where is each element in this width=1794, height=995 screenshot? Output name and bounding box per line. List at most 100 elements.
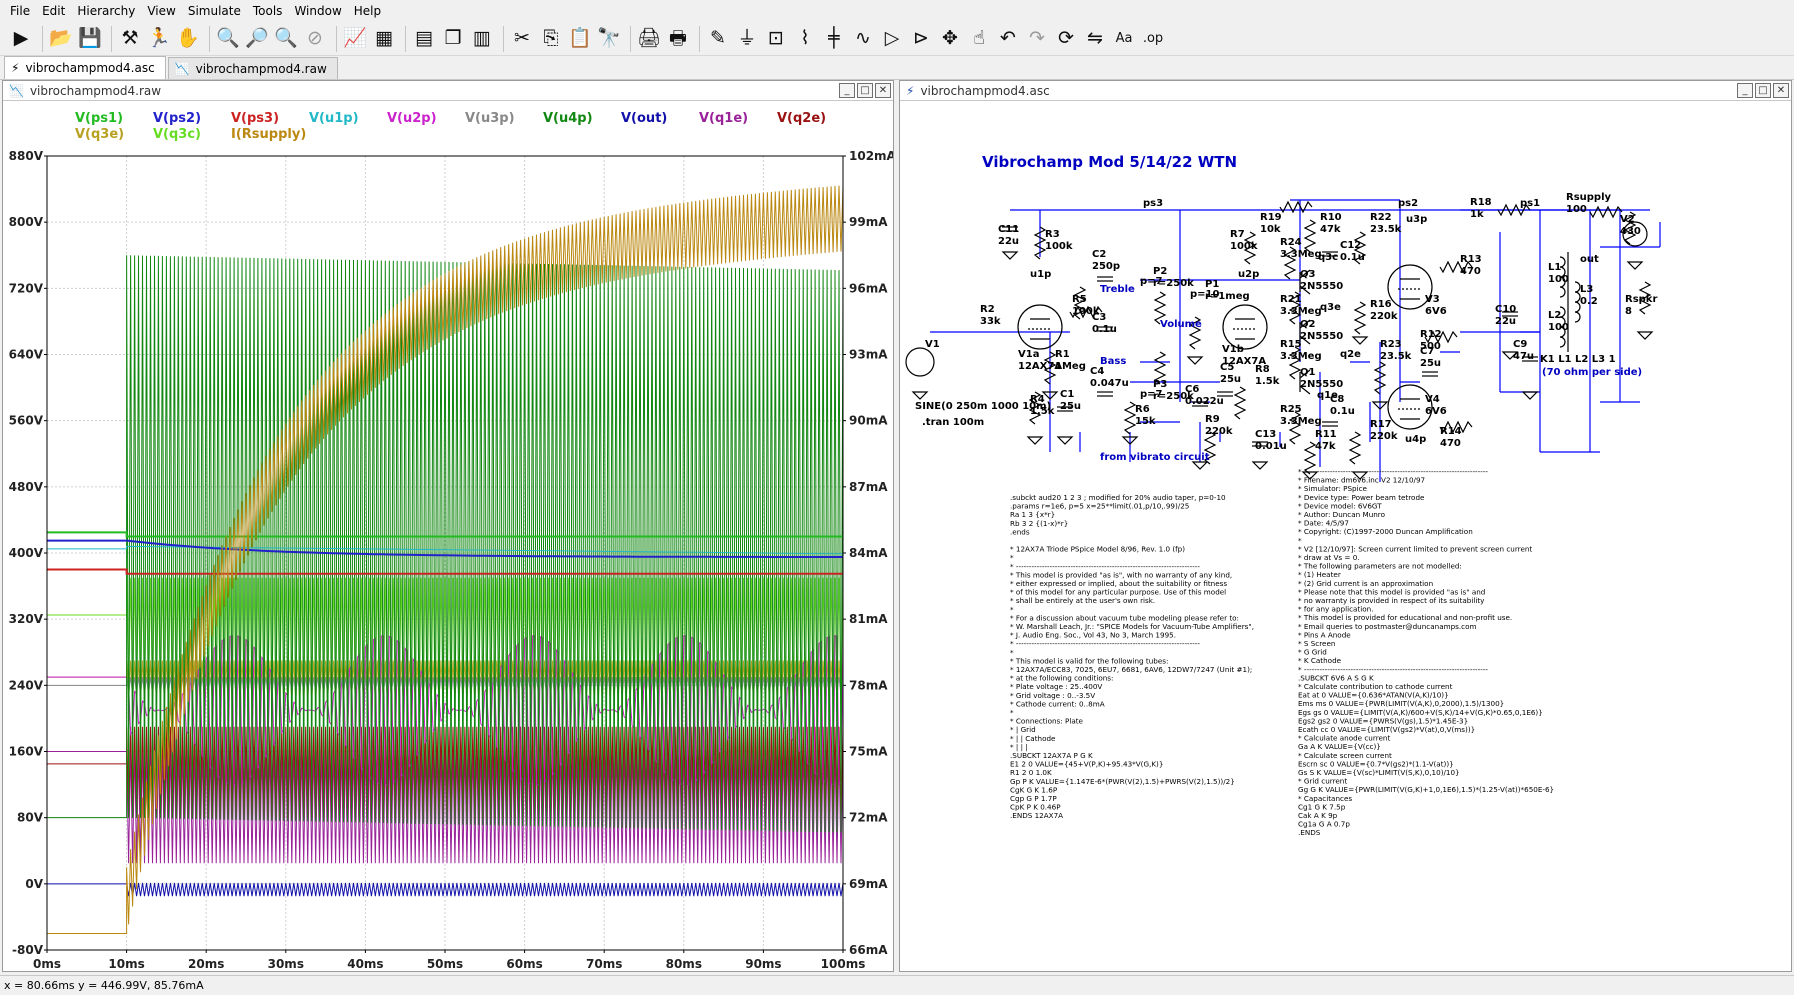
label-button[interactable]: ⊡ bbox=[763, 25, 789, 53]
spice-model-line: * bbox=[1010, 648, 1014, 657]
minimize-button[interactable]: _ bbox=[839, 83, 855, 98]
paste-button[interactable]: 📋 bbox=[567, 25, 593, 53]
tube-envelope bbox=[1387, 384, 1433, 430]
control-label: Volume bbox=[1160, 319, 1202, 330]
y2-tick-label: 87mA bbox=[849, 480, 888, 494]
menu-file[interactable]: File bbox=[10, 4, 31, 18]
component-name: C6 bbox=[1185, 384, 1199, 395]
component-name: C3 bbox=[1092, 312, 1106, 323]
pan-button[interactable]: ✋ bbox=[175, 25, 201, 53]
grid-button[interactable]: ▦ bbox=[371, 25, 397, 53]
spice-model-line: * The following parameters are not model… bbox=[1298, 562, 1462, 571]
component-button[interactable]: ⊳ bbox=[908, 25, 934, 53]
component-name: Q1 bbox=[1300, 367, 1316, 378]
component-name: C1 bbox=[1060, 389, 1074, 400]
resistor-symbol bbox=[1233, 386, 1247, 420]
undo-button[interactable]: ↶ bbox=[995, 25, 1021, 53]
autorange-button[interactable]: 📈 bbox=[342, 25, 368, 53]
menu-help[interactable]: Help bbox=[353, 4, 382, 18]
mirror-button[interactable]: ⇋ bbox=[1082, 25, 1108, 53]
menu-hierarchy[interactable]: Hierarchy bbox=[77, 4, 136, 18]
control-panel-button[interactable]: ⚒ bbox=[117, 25, 143, 53]
tile-horizontal-button[interactable]: ▤ bbox=[411, 25, 437, 53]
cascade-button[interactable]: ❐ bbox=[440, 25, 466, 53]
text-button[interactable]: Aa bbox=[1111, 25, 1137, 53]
ground-button[interactable]: ⏚ bbox=[734, 25, 760, 53]
resistor-symbol bbox=[1243, 231, 1257, 265]
halt-button[interactable]: 🏃 bbox=[146, 25, 172, 53]
trace-label: V(u1p) bbox=[309, 111, 359, 126]
component-value: 3.3Meg bbox=[1280, 351, 1322, 362]
menu-simulate[interactable]: Simulate bbox=[187, 4, 241, 18]
x-tick-label: 20ms bbox=[188, 957, 224, 971]
y-tick-label: 80V bbox=[17, 811, 44, 825]
zoom-full-button[interactable]: 🔎 bbox=[244, 25, 270, 53]
zoom-out-button[interactable]: 🔍 bbox=[273, 25, 299, 53]
tab-waveform[interactable]: 📉 vibrochampmod4.raw bbox=[167, 57, 338, 79]
trace-q1e bbox=[47, 747, 844, 864]
control-label: Treble bbox=[1100, 284, 1135, 295]
y2-tick-label: 99mA bbox=[849, 215, 888, 229]
menu-tools[interactable]: Tools bbox=[252, 4, 283, 18]
menu-edit[interactable]: Edit bbox=[42, 4, 66, 18]
pot-position: p=10 bbox=[1190, 289, 1219, 300]
component-name: L2 bbox=[1548, 310, 1561, 321]
capacitor-button[interactable]: ╪ bbox=[821, 25, 847, 53]
ground-symbol bbox=[1351, 471, 1369, 480]
resistor-symbol bbox=[1623, 211, 1637, 245]
tile-vertical-button[interactable]: ▥ bbox=[469, 25, 495, 53]
spice-model-line: Cg1 G K 7.5p bbox=[1298, 802, 1346, 811]
spice-directive-button[interactable]: .op bbox=[1140, 25, 1166, 53]
resistor-symbol bbox=[1033, 226, 1047, 260]
schematic-window[interactable]: ⚡ vibrochampmod4.asc _ □ ✕ Vibrochamp Mo… bbox=[899, 80, 1792, 972]
component-name: R11 bbox=[1315, 429, 1337, 440]
inductor-button[interactable]: ∿ bbox=[850, 25, 876, 53]
open-button[interactable]: 📂 bbox=[48, 25, 74, 53]
maximize-button[interactable]: □ bbox=[857, 83, 873, 98]
print-setup-button[interactable]: 🖶 bbox=[665, 25, 691, 53]
close-button[interactable]: ✕ bbox=[1773, 83, 1789, 98]
find-button[interactable]: 🔭 bbox=[596, 25, 622, 53]
component-value: 25u bbox=[1420, 358, 1441, 369]
waveform-window[interactable]: 📉 vibrochampmod4.raw _ □ ✕ V(ps1) V(ps2) V… bbox=[2, 80, 894, 972]
diode-button[interactable]: ▷ bbox=[879, 25, 905, 53]
waveform-window-titlebar[interactable]: 📉 vibrochampmod4.raw _ □ ✕ bbox=[3, 81, 893, 101]
inductor-l1 bbox=[1559, 256, 1566, 298]
copy-button[interactable]: ⎘ bbox=[538, 25, 564, 53]
tab-schematic[interactable]: ⚡ vibrochampmod4.asc bbox=[4, 56, 166, 79]
trace-label: V(q3e) bbox=[75, 127, 124, 142]
zoom-in-button[interactable]: 🔍 bbox=[215, 25, 241, 53]
wire-button[interactable]: ✎ bbox=[705, 25, 731, 53]
move-button[interactable]: ✥ bbox=[937, 25, 963, 53]
spice-model-line: * 12AX7A Triode PSpice Model 8/96, Rev. … bbox=[1010, 545, 1185, 554]
close-button[interactable]: ✕ bbox=[875, 83, 891, 98]
zoom-out-icon: 🔍 bbox=[274, 27, 298, 49]
cursor-readout: x = 80.66ms y = 446.99V, 85.76mA bbox=[4, 979, 204, 992]
redo-button[interactable]: ↷ bbox=[1024, 25, 1050, 53]
zoom-cancel-button[interactable]: ⊘ bbox=[302, 25, 328, 53]
maximize-button[interactable]: □ bbox=[1755, 83, 1771, 98]
save-button[interactable]: 💾 bbox=[77, 25, 103, 53]
print-button[interactable]: 🖨 bbox=[636, 25, 662, 53]
ground-symbol bbox=[1371, 401, 1389, 410]
y-tick-label: 640V bbox=[9, 348, 44, 362]
schematic-canvas[interactable]: Vibrochamp Mod 5/14/22 WTNC1122uR3100kC2… bbox=[900, 102, 1791, 971]
plot-frame bbox=[46, 155, 844, 951]
drag-button[interactable]: ☝ bbox=[966, 25, 992, 53]
component-value: 100 bbox=[1548, 274, 1569, 285]
menu-view[interactable]: View bbox=[147, 4, 176, 18]
run-button[interactable]: ▶ bbox=[8, 25, 34, 53]
trace-label: V(ps1) bbox=[75, 111, 123, 126]
cut-button[interactable]: ✂ bbox=[509, 25, 535, 53]
trace-label: V(u3p) bbox=[465, 111, 515, 126]
rotate-button[interactable]: ⟳ bbox=[1053, 25, 1079, 53]
minimize-button[interactable]: _ bbox=[1737, 83, 1753, 98]
ground-symbol bbox=[1121, 436, 1139, 445]
schematic-icon: ⚡ bbox=[11, 61, 20, 75]
resistor-button[interactable]: ⌇ bbox=[792, 25, 818, 53]
net-label: q2e bbox=[1340, 349, 1361, 360]
schematic-window-titlebar[interactable]: ⚡ vibrochampmod4.asc _ □ ✕ bbox=[900, 81, 1791, 101]
menu-window[interactable]: Window bbox=[294, 4, 342, 18]
resistor-symbol bbox=[1123, 401, 1137, 435]
waveform-plot[interactable]: V(ps1) V(ps2) V(ps3) V(u1p) V(u2p) V(u3p) V(u4… bbox=[3, 102, 893, 971]
